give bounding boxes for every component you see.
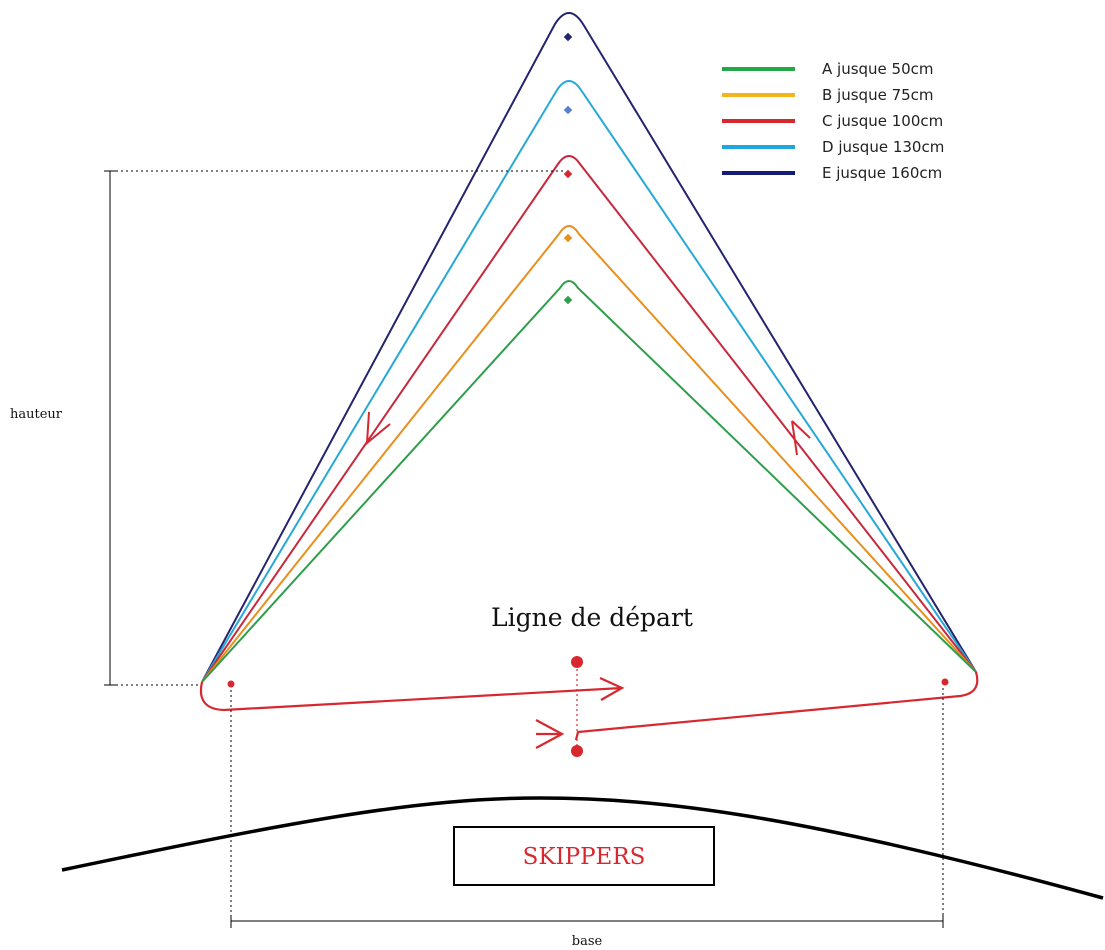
start-leg xyxy=(199,681,623,712)
course-lines xyxy=(201,12,977,683)
bottom-leg xyxy=(574,671,979,741)
buoy-A xyxy=(563,295,573,305)
course-line-D xyxy=(201,80,977,683)
skippers-label: SKIPPERS xyxy=(523,844,646,870)
height-label: hauteur xyxy=(10,407,63,422)
legend: A jusque 50cm B jusque 75cm C jusque 100… xyxy=(722,60,944,182)
legend-label: D jusque 130cm xyxy=(822,138,944,156)
base-label: base xyxy=(572,934,603,949)
start-route xyxy=(199,664,979,750)
buoy-E xyxy=(563,32,573,42)
shore-line xyxy=(61,796,1104,900)
legend-label: A jusque 50cm xyxy=(822,60,934,78)
legend-label: B jusque 75cm xyxy=(822,86,934,104)
buoy-C xyxy=(563,169,573,179)
legend-label: C jusque 100cm xyxy=(822,112,943,130)
arrow-left-leg xyxy=(365,411,391,446)
course-line-B xyxy=(201,225,977,683)
legend-label: E jusque 160cm xyxy=(822,164,942,182)
height-dimension xyxy=(104,170,565,686)
base-dimension xyxy=(230,688,944,928)
arrow-right-leg xyxy=(791,420,811,456)
course-line-C xyxy=(201,155,977,683)
course-line-E xyxy=(201,12,977,683)
course-line-A xyxy=(201,280,977,683)
right-mark xyxy=(941,678,949,686)
start-arrow-head xyxy=(599,676,625,701)
finish-arrow-head xyxy=(535,719,565,749)
start-line-label: Ligne de départ xyxy=(491,603,693,632)
start-buoy-top xyxy=(571,656,583,668)
skippers-box xyxy=(453,826,715,886)
buoy-B xyxy=(563,233,573,243)
start-buoy-bottom xyxy=(571,745,583,757)
buoy-D xyxy=(563,105,573,115)
top-marks xyxy=(563,32,573,305)
direction-arrows xyxy=(365,411,811,456)
start-marks xyxy=(227,656,949,757)
left-mark xyxy=(227,680,235,688)
